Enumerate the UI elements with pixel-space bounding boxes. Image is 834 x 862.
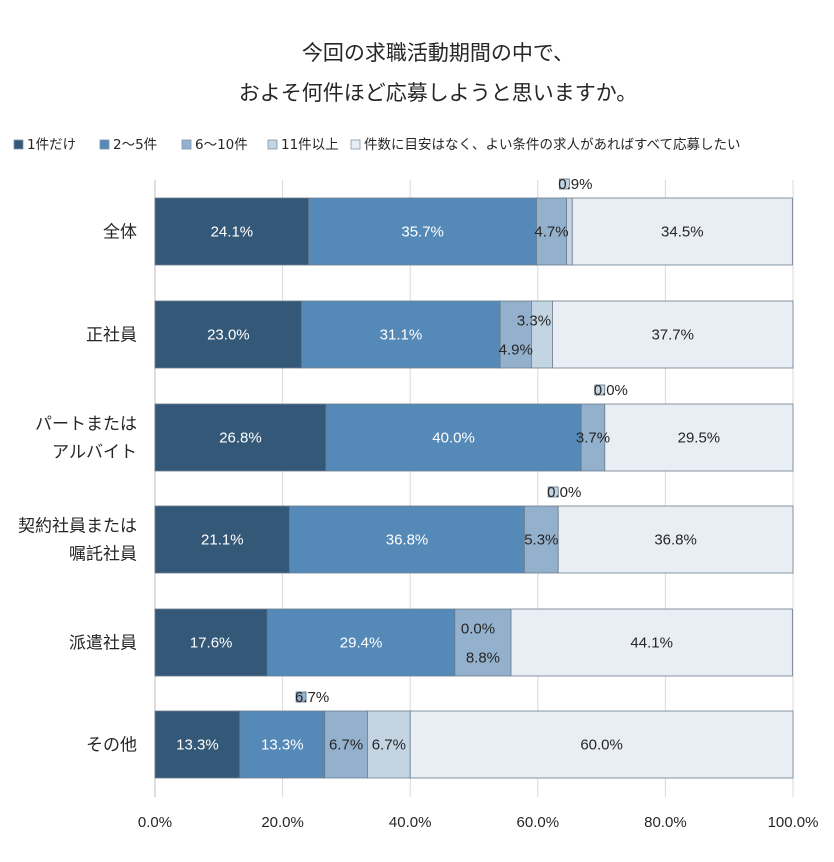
category-label: その他 [86,736,137,756]
data-label: 23.0% [207,327,250,344]
x-tick-label: 60.0% [517,814,560,831]
bar-segment [301,300,501,369]
legend-label: 1件だけ [27,137,76,153]
data-label: 29.4% [340,635,383,652]
data-label: 26.8% [219,430,262,447]
bar-segment [154,608,268,677]
data-label: 40.0% [432,430,475,447]
bar-segment [266,608,456,677]
data-label-callout-swatch [594,384,606,396]
bar-segment [557,505,794,574]
data-label: 6.7% [329,737,363,754]
data-label: 44.1% [630,635,673,652]
category-label: 派遣社員 [69,634,137,654]
data-label: 29.5% [678,430,721,447]
data-label: 3.7% [576,430,610,447]
legend-label: 11件以上 [281,137,339,153]
bar-segment [154,710,241,779]
data-label: 36.8% [654,532,697,549]
data-label: 34.5% [661,224,704,241]
x-tick-label: 20.0% [261,814,304,831]
legend-swatch [350,139,361,150]
category-label: 全体 [103,223,137,243]
data-label: 21.1% [201,532,244,549]
data-label-callout-swatch [547,486,559,498]
bar-segment [409,710,794,779]
chart-legend: 1件だけ 2〜5件 6〜10件 11件以上 件数に目安はなく、よい条件の求人があればすべ… [13,136,741,153]
category-label: 契約社員または [18,517,137,537]
legend-label: 6〜10件 [195,137,248,153]
bar-segment [531,300,553,369]
data-label: 31.1% [380,327,423,344]
data-label: 35.7% [401,224,444,241]
x-tick-label: 40.0% [389,814,432,831]
bar-segment [154,300,303,369]
legend-swatch [267,139,278,150]
legend-label: 件数に目安はなく、よい条件の求人があればすべて応募したい [364,136,741,153]
bar-segment [510,608,793,677]
category-label: アルバイト [52,443,137,463]
bar-segment [524,505,559,574]
bar-segment [239,710,326,779]
data-label: 60.0% [580,737,623,754]
bar-segment [325,403,582,472]
data-label: 4.9% [499,342,533,359]
legend-swatch [181,139,192,150]
data-label: 36.8% [386,532,429,549]
bar-segment [367,710,411,779]
data-label: 13.3% [176,737,219,754]
data-label: 37.7% [651,327,694,344]
bar-segment [454,608,512,677]
legend-label: 2〜5件 [113,137,157,153]
x-tick-label: 0.0% [138,814,172,831]
data-label: 0.0% [547,484,581,501]
bar-segment [571,197,793,266]
data-label: 24.1% [211,224,254,241]
data-label: 0.0% [461,621,495,638]
x-tick-label: 80.0% [644,814,687,831]
data-labels: 24.1% 35.7% 4.7% 0.9% 34.5% 23.0% 31.1% 4.9% 3.3… [176,176,720,754]
bar-segment [154,197,310,266]
gridlines [154,180,794,797]
data-label: 0.9% [558,176,592,193]
bar-segment [604,403,794,472]
data-label: 13.3% [261,737,304,754]
bar-segment [536,197,567,266]
x-tick-label: 100.0% [768,814,819,831]
value-axis: 0.0% 20.0% 40.0% 60.0% 80.0% 100.0% [138,814,819,831]
data-label: 3.3% [517,313,551,330]
category-label: パートまたは [35,415,137,435]
legend-swatch [13,139,24,150]
data-label: 17.6% [190,635,233,652]
legend-swatch [99,139,110,150]
data-label-callout-swatch [295,691,307,703]
category-label: 嘱託社員 [69,545,137,565]
bar-segment [552,300,794,369]
data-label: 5.3% [524,532,558,549]
data-label: 4.7% [534,224,568,241]
bar-segment [289,505,525,574]
bar-segment [308,197,537,266]
bar-series [154,197,794,779]
data-label: 0.0% [594,382,628,399]
bar-segment [324,710,368,779]
chart-title-line: 今回の求職活動期間の中で、 [302,41,574,65]
data-label: 6.7% [295,689,329,706]
data-label: 6.7% [372,737,406,754]
bar-segment [154,505,291,574]
chart-title: 今回の求職活動期間の中で、およそ何件ほど応募しようと思いますか。 [239,41,638,105]
data-label-callout-swatch [558,178,570,190]
chart-title-line: およそ何件ほど応募しようと思いますか。 [239,81,638,105]
bar-segment [499,300,532,369]
data-label: 8.8% [466,650,500,667]
category-label: 正社員 [86,326,137,346]
